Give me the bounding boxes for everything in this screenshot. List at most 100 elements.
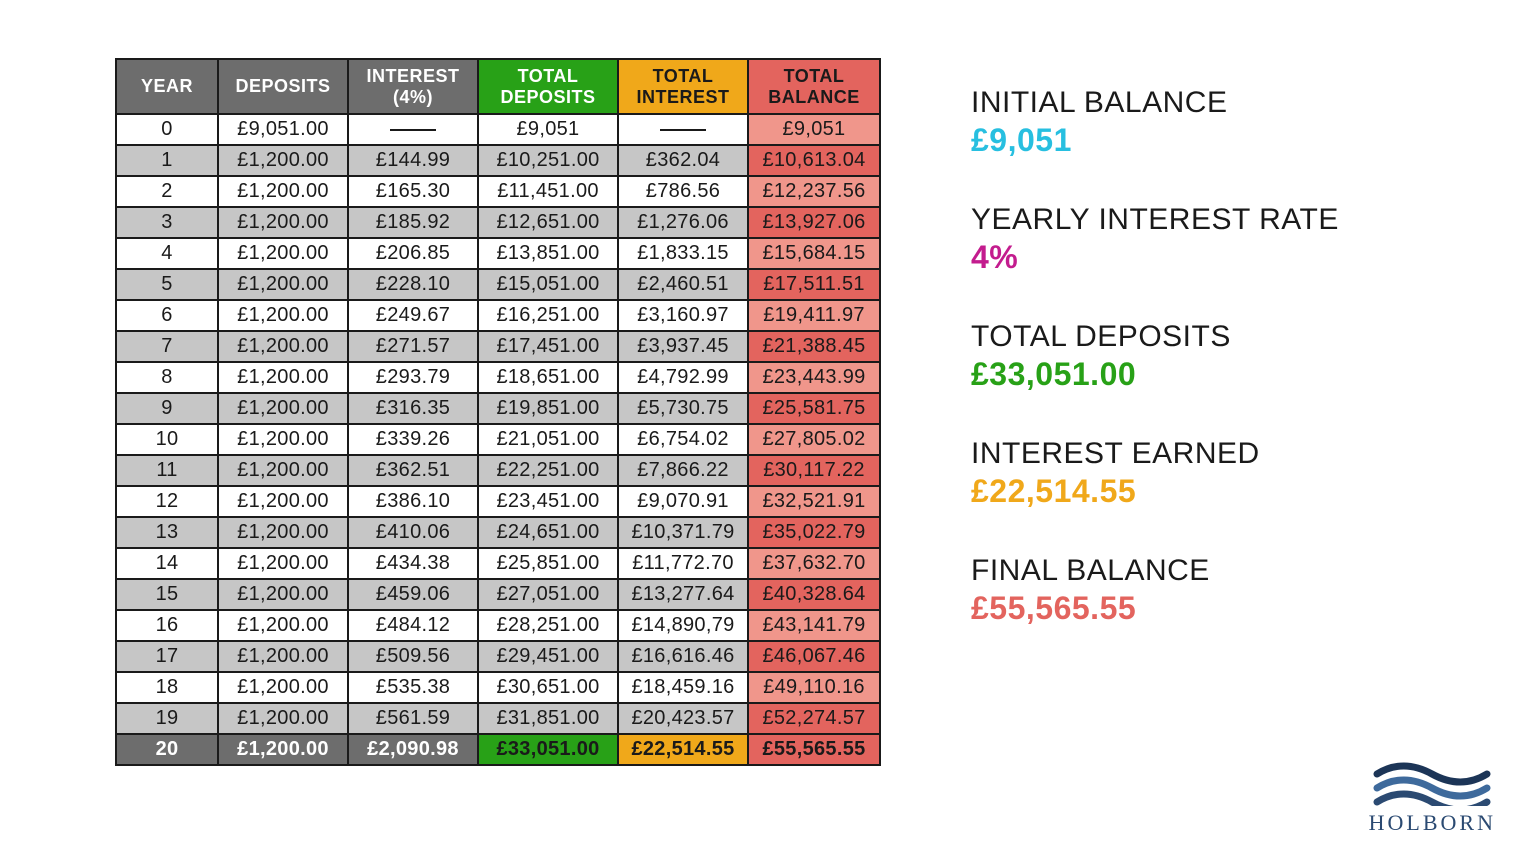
cell: £1,200.00 xyxy=(218,424,348,455)
cell: £3,937.45 xyxy=(618,331,748,362)
cell: £43,141.79 xyxy=(748,610,880,641)
cell: 16 xyxy=(116,610,218,641)
table-header-row: YEAR DEPOSITS INTEREST(4%) TOTALDEPOSITS… xyxy=(116,59,880,114)
table-row: 18£1,200.00£535.38£30,651.00£18,459.16£4… xyxy=(116,672,880,703)
summary-value: 4% xyxy=(971,239,1339,276)
summary-label: TOTAL DEPOSITS xyxy=(971,320,1339,354)
table-row: 3£1,200.00£185.92£12,651.00£1,276.06£13,… xyxy=(116,207,880,238)
table-row: 9£1,200.00£316.35£19,851.00£5,730.75£25,… xyxy=(116,393,880,424)
cell: £5,730.75 xyxy=(618,393,748,424)
cell: £1,200.00 xyxy=(218,207,348,238)
cell: £459.06 xyxy=(348,579,478,610)
summary-label: YEARLY INTEREST RATE xyxy=(971,203,1339,237)
cell: £165.30 xyxy=(348,176,478,207)
cell: £1,200.00 xyxy=(218,548,348,579)
cell: £1,200.00 xyxy=(218,331,348,362)
cell: £30,651.00 xyxy=(478,672,618,703)
cell: £7,866.22 xyxy=(618,455,748,486)
cell: £15,051.00 xyxy=(478,269,618,300)
cell: £55,565.55 xyxy=(748,734,880,765)
cell: 7 xyxy=(116,331,218,362)
cell: £9,051 xyxy=(748,114,880,145)
summary-block: INTEREST EARNED£22,514.55 xyxy=(971,437,1339,510)
holborn-logo: HOLBORN xyxy=(1369,760,1496,836)
summary-value: £33,051.00 xyxy=(971,356,1339,393)
cell: £4,792.99 xyxy=(618,362,748,393)
cell: £1,200.00 xyxy=(218,579,348,610)
summary-block: TOTAL DEPOSITS£33,051.00 xyxy=(971,320,1339,393)
cell: 8 xyxy=(116,362,218,393)
col-total-deposits: TOTALDEPOSITS xyxy=(478,59,618,114)
cell: £11,451.00 xyxy=(478,176,618,207)
cell: £18,459.16 xyxy=(618,672,748,703)
cell: £535.38 xyxy=(348,672,478,703)
cell: £1,200.00 xyxy=(218,672,348,703)
cell: £19,851.00 xyxy=(478,393,618,424)
cell: £185.92 xyxy=(348,207,478,238)
table-row: 0£9,051.00£9,051£9,051 xyxy=(116,114,880,145)
table-row: 13£1,200.00£410.06£24,651.00£10,371.79£3… xyxy=(116,517,880,548)
cell: £144.99 xyxy=(348,145,478,176)
cell: £10,371.79 xyxy=(618,517,748,548)
summary-value: £9,051 xyxy=(971,122,1339,159)
cell: £13,277.64 xyxy=(618,579,748,610)
cell: £10,251.00 xyxy=(478,145,618,176)
cell: 0 xyxy=(116,114,218,145)
cell: £228.10 xyxy=(348,269,478,300)
cell: £362.51 xyxy=(348,455,478,486)
cell: £484.12 xyxy=(348,610,478,641)
cell: £37,632.70 xyxy=(748,548,880,579)
table-row: 1£1,200.00£144.99£10,251.00£362.04£10,61… xyxy=(116,145,880,176)
cell: £17,511.51 xyxy=(748,269,880,300)
cell: £2,460.51 xyxy=(618,269,748,300)
col-year: YEAR xyxy=(116,59,218,114)
table-row: 14£1,200.00£434.38£25,851.00£11,772.70£3… xyxy=(116,548,880,579)
summary-label: INITIAL BALANCE xyxy=(971,86,1339,120)
cell: £22,251.00 xyxy=(478,455,618,486)
table-row: 11£1,200.00£362.51£22,251.00£7,866.22£30… xyxy=(116,455,880,486)
cell: £339.26 xyxy=(348,424,478,455)
cell: £29,451.00 xyxy=(478,641,618,672)
cell: £30,117.22 xyxy=(748,455,880,486)
cell: £17,451.00 xyxy=(478,331,618,362)
cell: £28,251.00 xyxy=(478,610,618,641)
cell: 6 xyxy=(116,300,218,331)
cell: £12,651.00 xyxy=(478,207,618,238)
cell: £6,754.02 xyxy=(618,424,748,455)
cell: 17 xyxy=(116,641,218,672)
cell: £23,443.99 xyxy=(748,362,880,393)
col-deposits: DEPOSITS xyxy=(218,59,348,114)
cell: £509.56 xyxy=(348,641,478,672)
cell: £434.38 xyxy=(348,548,478,579)
table-row: 12£1,200.00£386.10£23,451.00£9,070.91£32… xyxy=(116,486,880,517)
cell: £25,581.75 xyxy=(748,393,880,424)
cell: 9 xyxy=(116,393,218,424)
cell: £1,200.00 xyxy=(218,703,348,734)
cell: £24,651.00 xyxy=(478,517,618,548)
cell: £386.10 xyxy=(348,486,478,517)
cell: £31,851.00 xyxy=(478,703,618,734)
cell: £2,090.98 xyxy=(348,734,478,765)
cell: £22,514.55 xyxy=(618,734,748,765)
cell: 18 xyxy=(116,672,218,703)
cell: 14 xyxy=(116,548,218,579)
cell: £1,200.00 xyxy=(218,176,348,207)
cell: £14,890,79 xyxy=(618,610,748,641)
col-total-balance: TOTALBALANCE xyxy=(748,59,880,114)
cell: £11,772.70 xyxy=(618,548,748,579)
cell: £1,200.00 xyxy=(218,517,348,548)
cell: £271.57 xyxy=(348,331,478,362)
cell: 2 xyxy=(116,176,218,207)
compound-interest-table: YEAR DEPOSITS INTEREST(4%) TOTALDEPOSITS… xyxy=(115,58,881,766)
cell: £1,200.00 xyxy=(218,610,348,641)
cell: 10 xyxy=(116,424,218,455)
cell: £786.56 xyxy=(618,176,748,207)
cell: £1,200.00 xyxy=(218,300,348,331)
cell: £1,200.00 xyxy=(218,145,348,176)
summary-label: FINAL BALANCE xyxy=(971,554,1339,588)
cell: £1,200.00 xyxy=(218,455,348,486)
cell: £410.06 xyxy=(348,517,478,548)
cell: 4 xyxy=(116,238,218,269)
table-row: 6£1,200.00£249.67£16,251.00£3,160.97£19,… xyxy=(116,300,880,331)
col-interest-l1: INTEREST xyxy=(366,66,459,86)
